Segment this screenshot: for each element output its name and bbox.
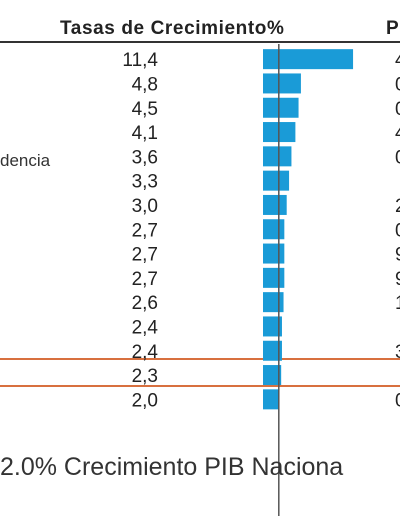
right-column-fragment: 1 xyxy=(395,293,400,314)
column-header-next-fragment: P xyxy=(386,18,399,39)
growth-bar xyxy=(263,146,292,167)
right-column-fragment: 9 xyxy=(395,245,400,266)
right-column-fragment: 0 xyxy=(395,390,400,411)
value-label: 11,4 xyxy=(122,50,158,71)
right-column-fragment: 4 xyxy=(395,50,400,71)
growth-bar xyxy=(263,292,284,313)
right-column-fragment: 4 xyxy=(395,123,400,144)
growth-bar xyxy=(263,340,282,361)
growth-bar xyxy=(263,365,282,386)
growth-bar xyxy=(263,316,282,337)
value-label: 3,6 xyxy=(132,147,158,168)
right-column-fragment: 0 xyxy=(395,99,400,120)
right-column-fragment: 9 xyxy=(395,269,400,290)
value-label: 2,6 xyxy=(132,293,158,314)
value-label: 2,4 xyxy=(132,342,159,363)
right-column-fragment: 3 xyxy=(395,342,400,363)
right-column-fragment: 0 xyxy=(395,220,400,241)
value-label: 2,0 xyxy=(132,390,158,411)
highlight-row-bottom-border xyxy=(0,385,400,387)
growth-bar xyxy=(263,194,287,215)
right-column-fragment: 0 xyxy=(395,147,400,168)
growth-bar xyxy=(263,97,299,118)
value-label: 4,8 xyxy=(132,74,158,95)
value-label: 3,3 xyxy=(132,172,158,193)
growth-bar xyxy=(263,243,285,264)
value-label: 2,7 xyxy=(132,245,158,266)
growth-bar xyxy=(263,267,285,288)
right-column-fragment: 2 xyxy=(395,196,400,217)
value-label: 3,0 xyxy=(132,196,158,217)
growth-bar xyxy=(263,170,290,191)
header-divider xyxy=(0,41,400,43)
right-column-fragment: 0 xyxy=(395,74,400,95)
growth-bar xyxy=(263,389,279,410)
growth-bar xyxy=(263,73,301,94)
highlight-row-top-border xyxy=(0,358,400,360)
value-label: 4,1 xyxy=(132,123,158,144)
value-label: 2,4 xyxy=(132,317,159,338)
row-label-fragment: dencia xyxy=(0,151,51,170)
reference-line-label: 2.0% Crecimiento PIB Naciona xyxy=(0,453,344,481)
growth-bar xyxy=(263,49,354,70)
value-label: 2,7 xyxy=(132,269,158,290)
column-header-growth-rates: Tasas de Crecimiento% xyxy=(60,18,285,39)
value-label: 2,3 xyxy=(132,366,158,387)
growth-bar xyxy=(263,219,285,240)
value-label: 4,5 xyxy=(132,99,158,120)
value-label: 2,7 xyxy=(132,220,158,241)
